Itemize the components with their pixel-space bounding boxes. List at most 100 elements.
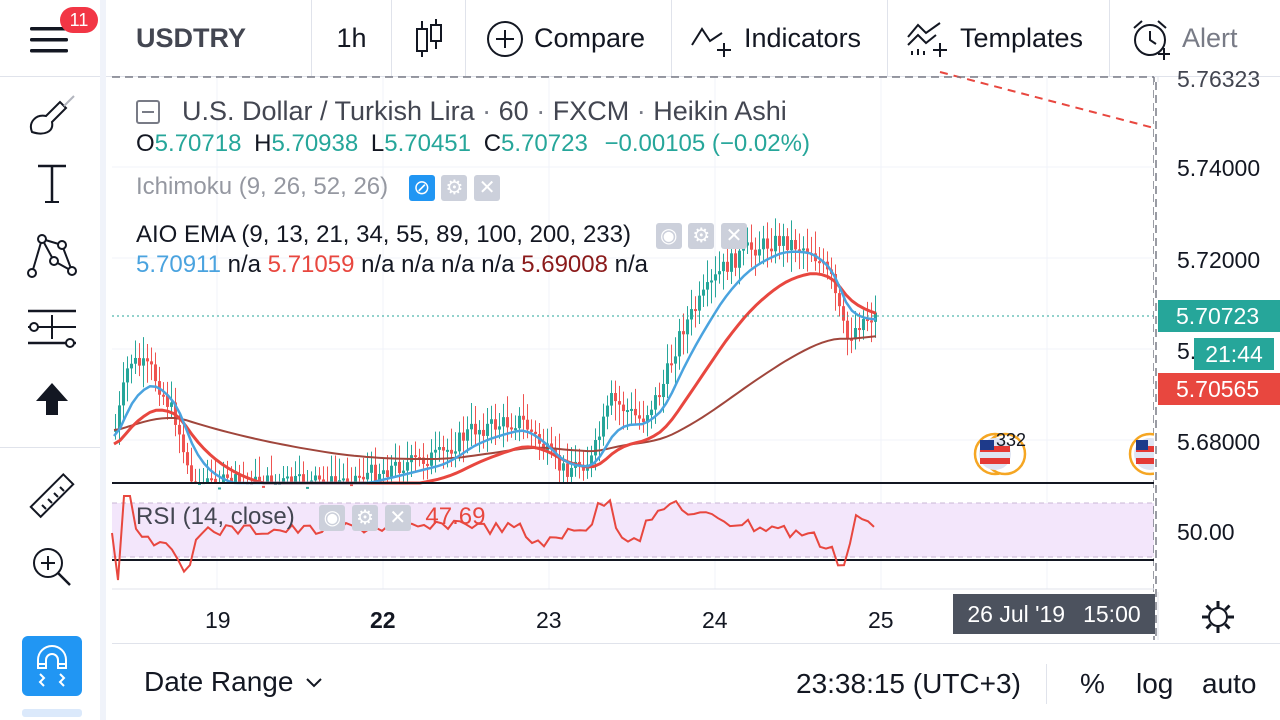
candle-body <box>622 404 625 412</box>
trend-line[interactable] <box>939 71 1155 129</box>
candle-body <box>786 236 789 251</box>
candle-body <box>762 238 765 250</box>
eye-icon[interactable]: ◉ <box>319 504 346 531</box>
rsi-legend-row[interactable]: RSI (14, close) ◉ ⚙ ✕ 47.69 <box>136 502 485 532</box>
candle-body <box>870 320 873 323</box>
indicators-button[interactable]: Indicators <box>672 0 888 77</box>
candle-body <box>846 320 849 339</box>
ichimoku-row[interactable]: Ichimoku (9, 26, 52, 26) ⊘ ⚙ ✕ <box>136 172 501 202</box>
remove-x-icon[interactable]: ✕ <box>384 504 411 531</box>
open-value: 5.70718 <box>154 130 242 157</box>
settings-gear-icon[interactable]: ⚙ <box>441 174 468 201</box>
pattern-icon <box>27 234 77 278</box>
menu-button[interactable]: 11 <box>0 0 106 77</box>
timezone-clock[interactable]: 23:38:15 (UTC+3) <box>796 668 1021 699</box>
rsi-value: 47.69 <box>425 503 486 530</box>
candle-body <box>774 235 777 252</box>
eye-icon[interactable]: ◉ <box>655 222 682 249</box>
candle-body <box>678 331 681 357</box>
percent-toggle[interactable]: % <box>1080 668 1105 699</box>
interval-label: 1h <box>336 23 367 53</box>
cursor-time: 15:00 <box>1083 600 1141 627</box>
symbol-search[interactable]: USDTRY <box>112 0 312 77</box>
date-range-button[interactable]: Date Range <box>144 666 325 698</box>
low-value: 5.70451 <box>384 130 472 157</box>
candle-body <box>658 395 661 398</box>
text-tool[interactable] <box>22 153 82 213</box>
candle-body <box>466 429 469 441</box>
candle-body <box>650 409 653 416</box>
interval-button[interactable]: 1h <box>312 0 392 77</box>
axis-gap <box>1154 82 1160 592</box>
price-label: 5.74000 <box>1177 155 1261 181</box>
aio-ema-row[interactable]: AIO EMA (9, 13, 21, 34, 55, 89, 100, 200… <box>136 220 748 250</box>
auto-toggle[interactable]: auto <box>1202 668 1257 699</box>
candle-body <box>682 331 685 335</box>
candle-body <box>354 475 357 483</box>
economic-event-flag[interactable] <box>973 432 1027 476</box>
candle-body <box>686 319 689 335</box>
settings-gear-icon[interactable]: ⚙ <box>352 504 379 531</box>
candle-body <box>510 427 513 430</box>
cursor-date: 26 Jul '19 <box>967 600 1066 627</box>
ichimoku-label: Ichimoku (9, 26, 52, 26) <box>136 173 389 200</box>
candle-body <box>746 242 749 246</box>
legend-title-row[interactable]: U.S. Dollar / Turkish Lira · 60 · FXCM ·… <box>136 96 787 126</box>
candle-body <box>506 417 509 428</box>
zoom-tool[interactable] <box>22 537 82 597</box>
candle-body <box>530 429 533 432</box>
candle-body <box>450 449 453 454</box>
candle-body <box>478 429 481 435</box>
candle-body <box>790 239 793 251</box>
fib-tool[interactable] <box>22 297 82 357</box>
pattern-tool[interactable] <box>22 225 82 285</box>
collapse-legend-icon[interactable] <box>136 100 160 124</box>
hide-eye-icon[interactable]: ⊘ <box>408 174 435 201</box>
aio-ema-value: 5.70911 <box>136 251 228 278</box>
log-toggle[interactable]: log <box>1136 668 1174 699</box>
countdown-value: 21:44 <box>1205 340 1263 367</box>
settings-gear-icon[interactable]: ⚙ <box>688 222 715 249</box>
candle-body <box>854 328 857 340</box>
cursor-time-label: 26 Jul '19 15:00 <box>953 594 1155 634</box>
aio-ema-value: 5.69008 <box>521 251 615 278</box>
chart-settings-button[interactable] <box>1200 599 1236 635</box>
remove-x-icon[interactable]: ✕ <box>721 222 748 249</box>
candle-body <box>378 473 381 481</box>
candle-body <box>434 449 437 453</box>
fibonacci-icon <box>28 309 76 348</box>
candle-body <box>638 415 641 419</box>
candle-body <box>602 416 605 437</box>
gear-icon <box>1202 601 1234 633</box>
measure-tool[interactable] <box>22 467 82 527</box>
chart-style-button[interactable] <box>392 0 466 77</box>
candle-body <box>170 402 173 407</box>
time-label: 23 <box>536 607 562 633</box>
candle-body <box>614 393 617 402</box>
templates-button[interactable]: Templates <box>888 0 1110 77</box>
candle-body <box>138 357 141 366</box>
brush-tool[interactable] <box>22 85 82 145</box>
candle-body <box>162 394 165 397</box>
candle-body <box>590 455 593 465</box>
candle-body <box>734 253 737 268</box>
candle-body <box>178 424 181 435</box>
remove-x-icon[interactable]: ✕ <box>474 174 501 201</box>
candle-body <box>166 394 169 407</box>
arrow-tool[interactable] <box>22 369 82 429</box>
candle-body <box>286 476 289 479</box>
price-label: 5.68000 <box>1177 429 1261 455</box>
magnet-toggle[interactable] <box>22 636 82 696</box>
zoom-in-icon <box>33 548 71 586</box>
indicators-label: Indicators <box>744 23 862 53</box>
candle-body <box>358 475 361 478</box>
candle-body <box>850 338 853 341</box>
candle-body <box>342 478 345 481</box>
candle-body <box>398 461 401 474</box>
candle-body <box>750 242 753 250</box>
ruler-icon <box>29 472 75 519</box>
alert-button[interactable]: Alert <box>1110 0 1280 77</box>
candle-body <box>186 452 189 466</box>
compare-button[interactable]: Compare <box>466 0 672 77</box>
